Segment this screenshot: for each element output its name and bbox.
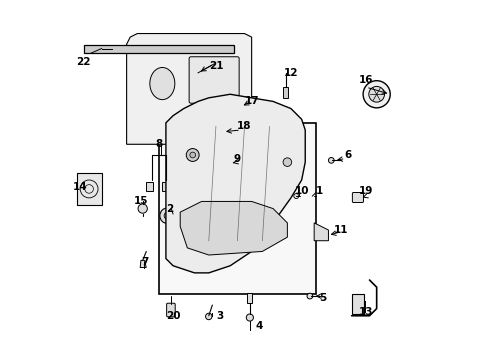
Circle shape xyxy=(138,204,147,213)
Polygon shape xyxy=(180,202,287,255)
Bar xyxy=(159,123,315,294)
Circle shape xyxy=(283,158,291,166)
Bar xyxy=(222,159,229,167)
Text: 11: 11 xyxy=(333,225,347,235)
Polygon shape xyxy=(140,260,146,267)
Circle shape xyxy=(205,313,212,320)
Ellipse shape xyxy=(149,67,175,100)
Text: 15: 15 xyxy=(133,197,148,206)
Text: 13: 13 xyxy=(358,307,372,317)
Text: 21: 21 xyxy=(208,61,223,71)
Text: 17: 17 xyxy=(244,96,259,107)
Text: 6: 6 xyxy=(344,150,351,160)
Circle shape xyxy=(189,152,195,158)
Circle shape xyxy=(164,212,171,219)
FancyBboxPatch shape xyxy=(189,57,239,103)
Text: 3: 3 xyxy=(215,311,223,321)
Polygon shape xyxy=(219,102,247,112)
Circle shape xyxy=(246,314,253,321)
Circle shape xyxy=(186,149,199,161)
Circle shape xyxy=(306,293,312,299)
Polygon shape xyxy=(77,173,102,205)
FancyBboxPatch shape xyxy=(166,303,175,317)
Polygon shape xyxy=(165,94,305,273)
Text: 1: 1 xyxy=(315,186,323,196)
Bar xyxy=(162,182,166,191)
Text: 18: 18 xyxy=(237,121,251,131)
Text: 22: 22 xyxy=(76,57,91,67)
Polygon shape xyxy=(313,223,328,241)
Circle shape xyxy=(160,208,175,224)
Bar xyxy=(351,294,364,314)
Bar xyxy=(83,45,233,53)
Text: 16: 16 xyxy=(358,75,372,85)
Text: 20: 20 xyxy=(165,311,180,321)
Text: 8: 8 xyxy=(155,139,162,149)
Circle shape xyxy=(363,81,389,108)
Bar xyxy=(247,293,252,303)
Text: 9: 9 xyxy=(233,154,241,163)
Circle shape xyxy=(328,157,333,163)
Text: 19: 19 xyxy=(358,186,372,196)
Text: 7: 7 xyxy=(141,257,148,267)
Text: 2: 2 xyxy=(165,203,173,213)
Bar xyxy=(283,87,287,98)
Bar xyxy=(146,182,152,191)
Polygon shape xyxy=(126,33,251,144)
Circle shape xyxy=(293,194,298,199)
Text: 12: 12 xyxy=(283,68,298,78)
Text: 5: 5 xyxy=(319,293,326,303)
FancyBboxPatch shape xyxy=(352,193,363,203)
Circle shape xyxy=(368,86,384,102)
Text: 14: 14 xyxy=(73,182,87,192)
Circle shape xyxy=(216,127,224,136)
Text: 10: 10 xyxy=(294,186,308,196)
Text: 4: 4 xyxy=(255,321,262,332)
